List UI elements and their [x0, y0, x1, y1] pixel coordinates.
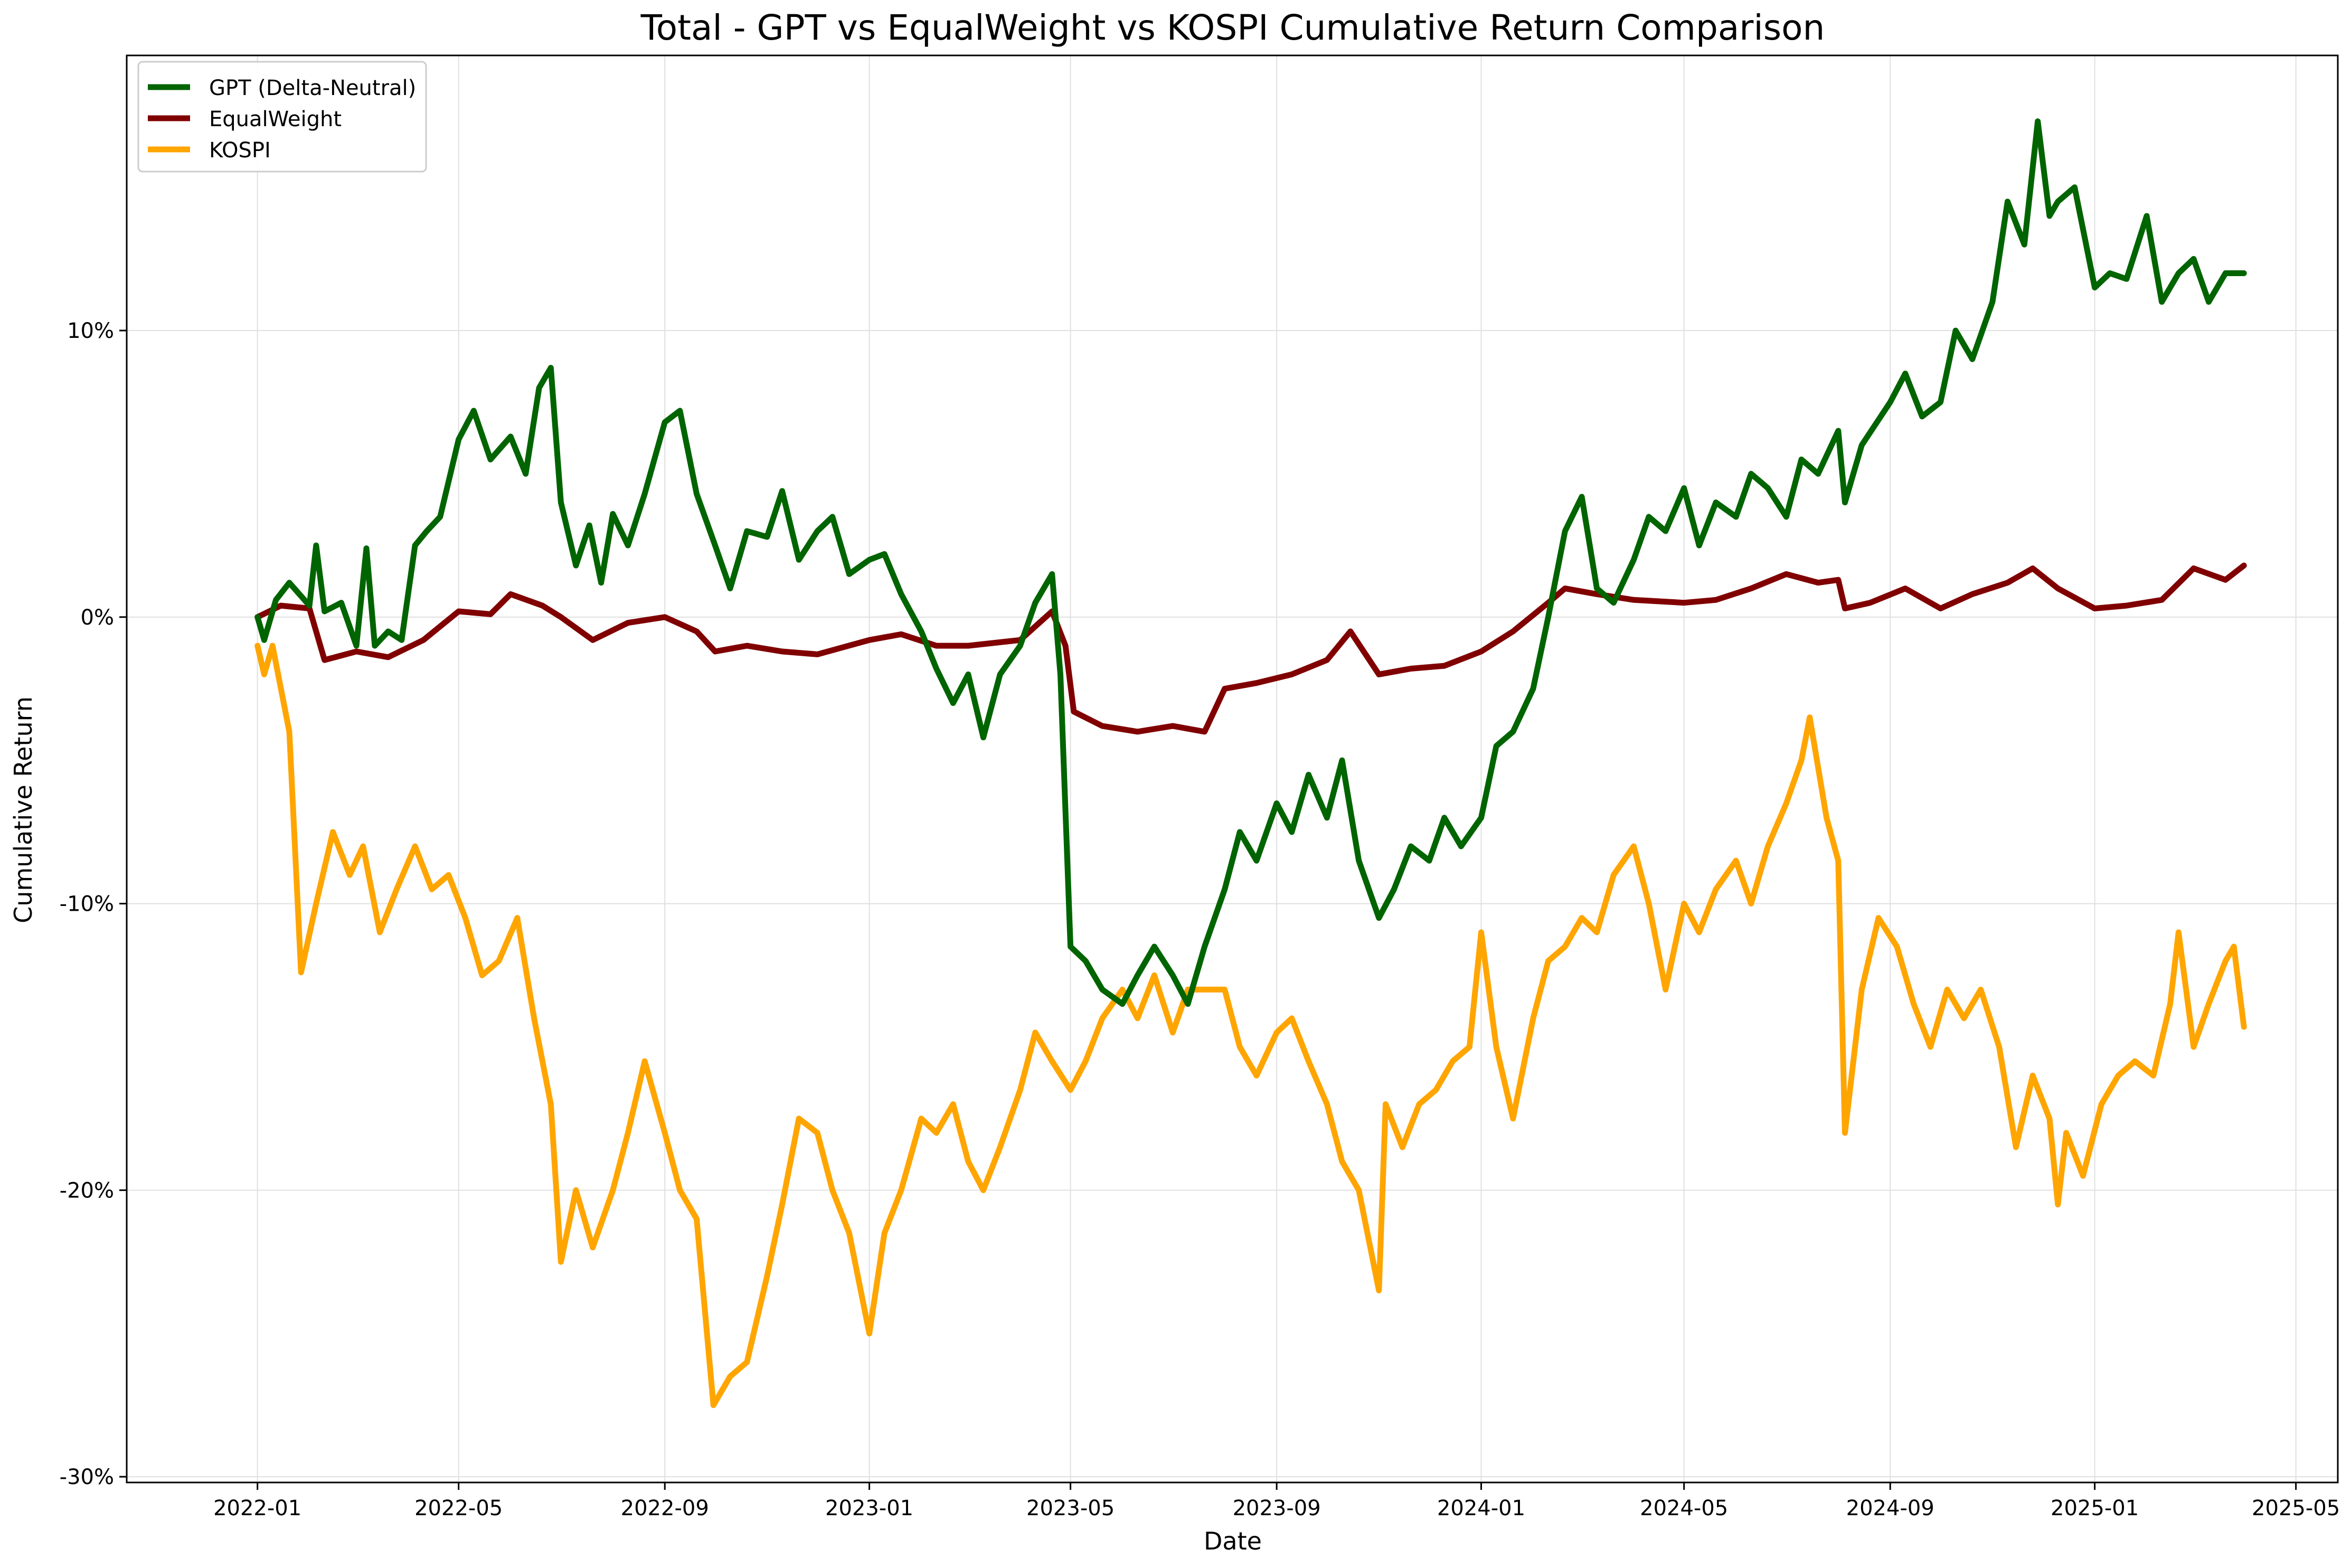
- y-tick-label: -20%: [60, 1178, 114, 1203]
- x-axis-label: Date: [1204, 1527, 1262, 1555]
- y-axis-label: Cumulative Return: [9, 696, 37, 923]
- series-line-kospi: [254, 643, 2247, 1408]
- x-tick-label: 2023-01: [825, 1496, 913, 1520]
- x-tick-label: 2023-05: [1026, 1496, 1115, 1520]
- legend: GPT (Delta-Neutral) EqualWeight KOSPI: [137, 61, 427, 173]
- series-line-equalweight: [254, 562, 2247, 735]
- x-tick-label: 2024-05: [1640, 1496, 1728, 1520]
- legend-label-equalweight: EqualWeight: [209, 107, 342, 131]
- y-tick-label: 0%: [81, 606, 114, 630]
- legend-label-kospi: KOSPI: [209, 138, 271, 163]
- x-tick-label: 2023-09: [1233, 1496, 1321, 1520]
- x-tick-label: 2022-09: [621, 1496, 709, 1520]
- legend-label-gpt: GPT (Delta-Neutral): [209, 76, 416, 100]
- y-tick-label: 10%: [67, 319, 114, 343]
- x-tick-label: 2022-05: [414, 1496, 503, 1520]
- x-tick-label: 2022-01: [213, 1496, 301, 1520]
- x-tick-label: 2024-01: [1437, 1496, 1525, 1520]
- x-tick-label: 2025-01: [2051, 1496, 2139, 1520]
- x-tick-label: 2025-05: [2252, 1496, 2340, 1520]
- x-tick-label: 2024-09: [1846, 1496, 1934, 1520]
- grid: [127, 55, 2338, 1482]
- series-line-gpt-delta-neutral: [254, 118, 2247, 1007]
- plot-frame: [126, 54, 2339, 1484]
- chart-title: Total - GPT vs EqualWeight vs KOSPI Cumu…: [640, 7, 1825, 48]
- ticks: 2022-01 2022-05 2022-09 2023-01 2023-05 2023-…: [60, 319, 2340, 1520]
- legend-box: [137, 61, 427, 173]
- y-tick-label: -10%: [60, 892, 114, 917]
- y-tick-label: -30%: [60, 1465, 114, 1489]
- series-layer: [254, 118, 2247, 1408]
